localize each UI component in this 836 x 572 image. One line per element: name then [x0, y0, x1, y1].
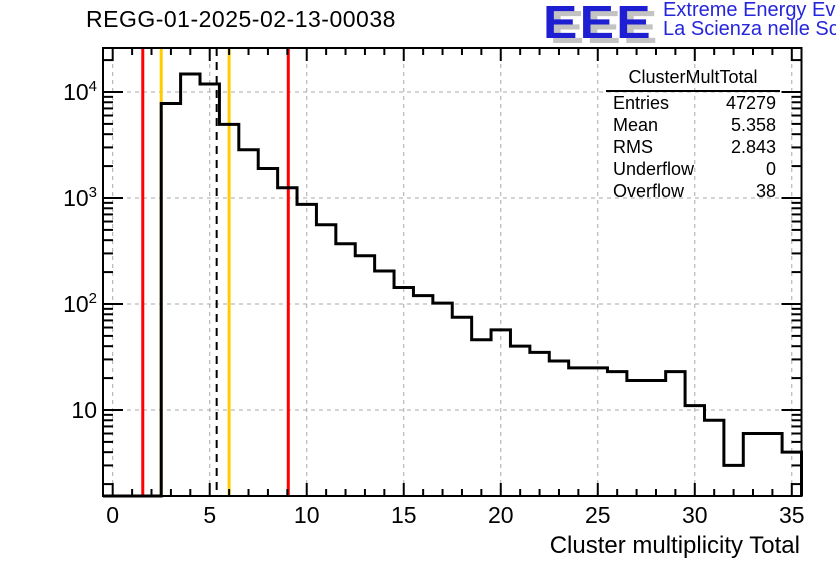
stats-label: Entries [613, 93, 670, 113]
x-axis-title: Cluster multiplicity Total [550, 532, 800, 559]
eee-logo-text: Extreme Energy Events La Scienza nelle S… [663, 0, 836, 39]
y-tick-label: 103 [63, 184, 97, 211]
stats-label: Mean [613, 115, 659, 135]
eee-logo: EEE Extreme Energy Events La Scienza nel… [543, 0, 836, 46]
eee-logo-line1: Extreme Energy Events [663, 0, 836, 21]
stats-row-underflow: Underflow 0 [606, 158, 780, 180]
y-tick-label: 104 [63, 78, 97, 105]
stats-value: 5.358 [730, 115, 776, 135]
x-tick-label: 30 [682, 502, 708, 528]
stats-label: Underflow [613, 159, 695, 179]
stats-box-title: ClusterMultTotal [606, 67, 780, 92]
x-tick-label: 15 [391, 502, 417, 528]
eee-logo-line2: La Scienza nelle Scuole [663, 18, 836, 40]
x-tick-label: 25 [585, 502, 611, 528]
stats-row-rms: RMS 2.843 [606, 136, 780, 158]
eee-logo-acronym: EEE [543, 0, 653, 48]
stats-value: 2.843 [730, 137, 776, 157]
x-tick-label: 20 [488, 502, 514, 528]
stats-value: 47279 [725, 93, 776, 113]
stats-row-entries: Entries 47279 [606, 92, 780, 114]
plot-title: REGG-01-2025-02-13-00038 [86, 6, 396, 32]
stats-box: ClusterMultTotal Entries 47279 Mean 5.35… [606, 67, 780, 202]
x-tick-label: 10 [294, 502, 320, 528]
stats-row-overflow: Overflow 38 [606, 180, 780, 202]
stats-label: Overflow [613, 181, 685, 201]
x-tick-label: 5 [203, 502, 216, 528]
x-tick-label: 0 [106, 502, 119, 528]
stats-row-mean: Mean 5.358 [606, 114, 780, 136]
stats-value: 0 [765, 159, 776, 179]
y-tick-label: 102 [63, 290, 97, 317]
stats-label: RMS [613, 137, 653, 157]
x-tick-label: 35 [779, 502, 805, 528]
stats-value: 38 [755, 181, 776, 201]
histogram-step-line [103, 72, 803, 498]
y-tick-label: 10 [71, 397, 97, 423]
